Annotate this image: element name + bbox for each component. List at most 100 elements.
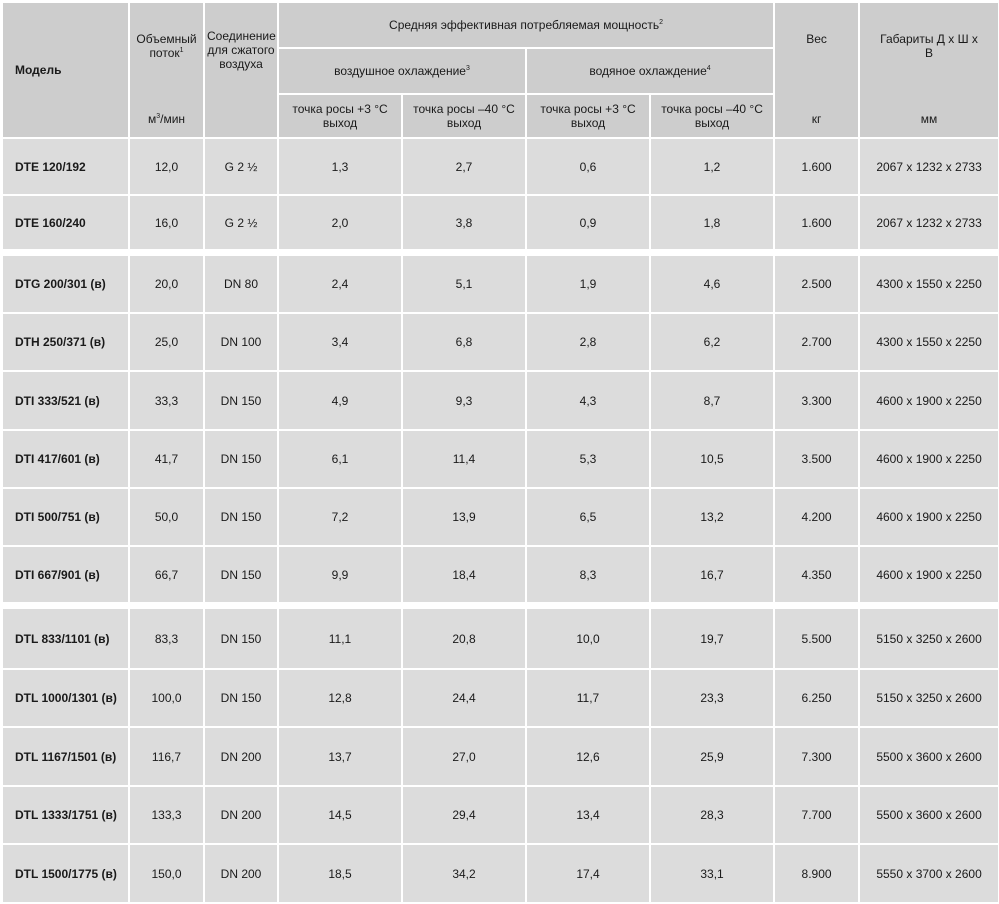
header-air-dew-plus3: точка росы +3 °C выход <box>277 93 403 139</box>
cell-conn: DN 200 <box>203 785 279 845</box>
cell-water40: 8,7 <box>648 370 776 431</box>
cell-water40: 6,2 <box>648 312 776 372</box>
cell-dims: 4600 x 1900 x 2250 <box>858 429 999 489</box>
cell-air40: 13,9 <box>401 487 527 547</box>
table-row: DTI 417/601 (в) 41,7 DN 150 6,1 11,4 5,3 10,5 3… <box>1 429 999 489</box>
header-weight-label: Вес <box>806 32 827 46</box>
cell-water3: 12,6 <box>525 726 651 787</box>
header-air-cooling: воздушное охлаждение3 <box>277 47 527 95</box>
cell-air40: 34,2 <box>401 843 527 904</box>
cell-model: DTE 120/192 <box>1 137 130 196</box>
cell-water3: 5,3 <box>525 429 651 489</box>
table-row: DTL 1000/1301 (в) 100,0 DN 150 12,8 24,4 11,7… <box>1 668 999 728</box>
table-row: DTL 1500/1775 (в) 150,0 DN 200 18,5 34,2 17,4… <box>1 843 999 904</box>
header-flow-unit: м3/мин <box>147 112 186 126</box>
table-row: DTI 333/521 (в) 33,3 DN 150 4,9 9,3 4,3 8,7 3.3… <box>1 370 999 431</box>
header-air-dew-minus40: точка росы –40 °C выход <box>401 93 527 139</box>
cell-air40: 5,1 <box>401 249 527 314</box>
header-dimensions-label: Габариты Д х Ш х В <box>880 32 978 60</box>
cell-water3: 0,6 <box>525 137 651 196</box>
cell-water40: 1,2 <box>648 137 776 196</box>
cell-air3: 18,5 <box>277 843 403 904</box>
cell-flow: 100,0 <box>128 668 205 728</box>
cell-conn: DN 150 <box>203 370 279 431</box>
cell-conn: DN 200 <box>203 843 279 904</box>
header-flow-label: Объемный поток <box>136 32 197 60</box>
cell-air40: 11,4 <box>401 429 527 489</box>
cell-conn: G 2 ½ <box>203 194 279 254</box>
cell-flow: 83,3 <box>128 602 205 670</box>
cell-model: DTI 333/521 (в) <box>1 370 130 431</box>
cell-model: DTH 250/371 (в) <box>1 312 130 372</box>
cell-weight: 3.300 <box>773 370 861 431</box>
cell-water3: 17,4 <box>525 843 651 904</box>
cell-air3: 3,4 <box>277 312 403 372</box>
cell-model: DTL 1333/1751 (в) <box>1 785 130 845</box>
cell-conn: DN 150 <box>203 668 279 728</box>
cell-weight: 2.700 <box>773 312 861 372</box>
cell-water40: 1,8 <box>648 194 776 254</box>
cell-air3: 14,5 <box>277 785 403 845</box>
cell-flow: 66,7 <box>128 545 205 607</box>
cell-weight: 3.500 <box>773 429 861 489</box>
cell-flow: 150,0 <box>128 843 205 904</box>
cell-conn: DN 100 <box>203 312 279 372</box>
header-flow: Объемный поток1 м3/мин <box>128 1 205 139</box>
cell-water40: 28,3 <box>648 785 776 845</box>
cell-flow: 50,0 <box>128 487 205 547</box>
cell-dims: 2067 x 1232 x 2733 <box>858 194 999 254</box>
cell-weight: 2.500 <box>773 249 861 314</box>
cell-model: DTL 833/1101 (в) <box>1 602 130 670</box>
cell-conn: DN 150 <box>203 429 279 489</box>
cell-flow: 41,7 <box>128 429 205 489</box>
cell-weight: 5.500 <box>773 602 861 670</box>
cell-air40: 6,8 <box>401 312 527 372</box>
cell-weight: 8.900 <box>773 843 861 904</box>
table-body: DTE 120/192 12,0 G 2 ½ 1,3 2,7 0,6 1,2 1.600 206… <box>1 137 999 904</box>
cell-air3: 1,3 <box>277 137 403 196</box>
cell-dims: 5150 x 3250 x 2600 <box>858 602 999 670</box>
header-water-dew-minus40: точка росы –40 °C выход <box>648 93 776 139</box>
header-weight-unit: кг <box>811 112 822 126</box>
cell-model: DTL 1500/1775 (в) <box>1 843 130 904</box>
header-dimensions: Габариты Д х Ш х В мм <box>858 1 999 139</box>
cell-water3: 6,5 <box>525 487 651 547</box>
table-row: DTE 120/192 12,0 G 2 ½ 1,3 2,7 0,6 1,2 1.600 206… <box>1 137 999 196</box>
cell-water3: 8,3 <box>525 545 651 607</box>
cell-weight: 7.300 <box>773 726 861 787</box>
table-row: DTL 833/1101 (в) 83,3 DN 150 11,1 20,8 10,0 19… <box>1 602 999 670</box>
cell-conn: DN 200 <box>203 726 279 787</box>
cell-dims: 4600 x 1900 x 2250 <box>858 545 999 607</box>
cell-dims: 4600 x 1900 x 2250 <box>858 370 999 431</box>
header-power: Средняя эффективная потребляемая мощност… <box>276 1 776 49</box>
cell-air3: 9,9 <box>277 545 403 607</box>
table-row: DTE 160/240 16,0 G 2 ½ 2,0 3,8 0,9 1,8 1.600 206… <box>1 194 999 254</box>
cell-water40: 23,3 <box>648 668 776 728</box>
cell-weight: 6.250 <box>773 668 861 728</box>
header-water-dew-plus3: точка росы +3 °C выход <box>525 93 651 139</box>
table-row: DTH 250/371 (в) 25,0 DN 100 3,4 6,8 2,8 6,2 2.7… <box>1 312 999 372</box>
cell-conn: DN 80 <box>203 249 279 314</box>
cell-air40: 18,4 <box>401 545 527 607</box>
header-water-cooling: водяное охлаждение4 <box>524 47 776 95</box>
cell-dims: 4300 x 1550 x 2250 <box>858 312 999 372</box>
cell-water3: 13,4 <box>525 785 651 845</box>
cell-conn: G 2 ½ <box>203 137 279 196</box>
cell-water3: 11,7 <box>525 668 651 728</box>
header-flow-sup: 1 <box>179 47 184 54</box>
cell-water40: 33,1 <box>648 843 776 904</box>
cell-weight: 7.700 <box>773 785 861 845</box>
cell-water40: 4,6 <box>648 249 776 314</box>
cell-dims: 2067 x 1232 x 2733 <box>858 137 999 196</box>
cell-model: DTI 417/601 (в) <box>1 429 130 489</box>
cell-air3: 4,9 <box>277 370 403 431</box>
table-row: DTL 1167/1501 (в) 116,7 DN 200 13,7 27,0 12,6… <box>1 726 999 787</box>
cell-weight: 1.600 <box>773 194 861 254</box>
cell-air3: 11,1 <box>277 602 403 670</box>
cell-flow: 33,3 <box>128 370 205 431</box>
cell-water40: 16,7 <box>648 545 776 607</box>
cell-air40: 24,4 <box>401 668 527 728</box>
cell-flow: 25,0 <box>128 312 205 372</box>
cell-weight: 1.600 <box>773 137 861 196</box>
